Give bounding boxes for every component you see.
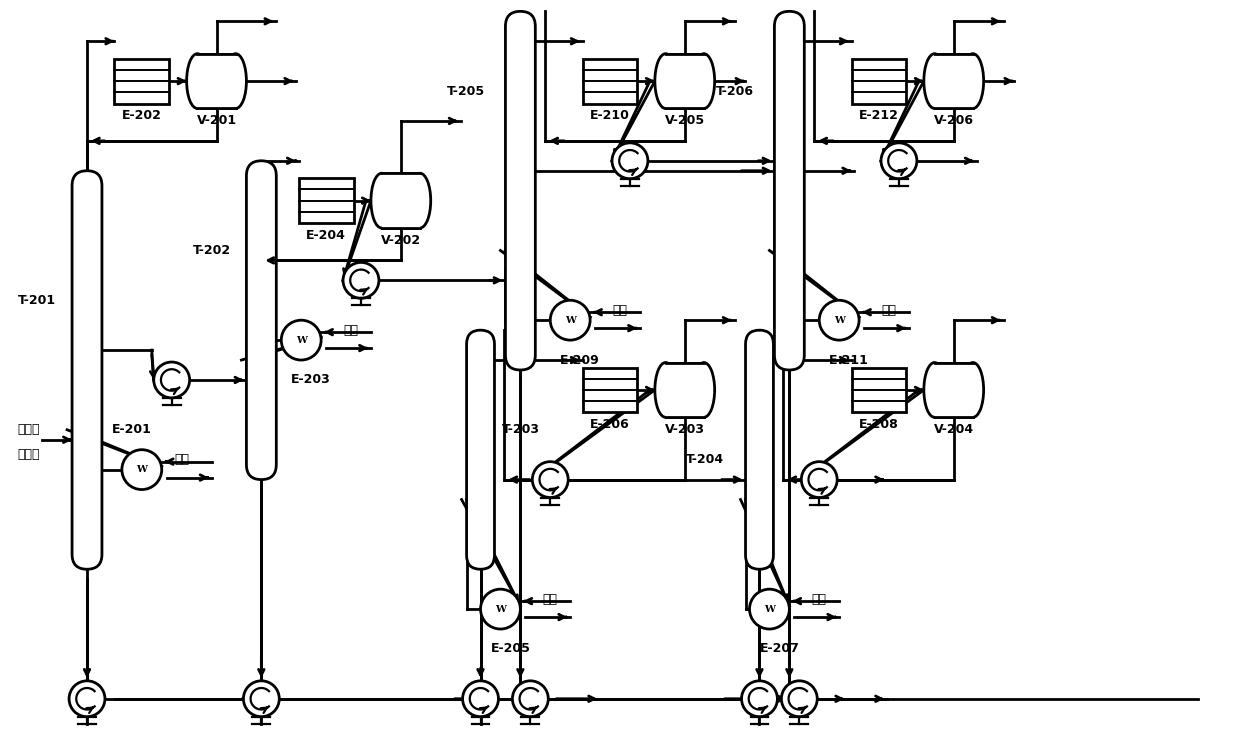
- Bar: [852, 368, 906, 412]
- Text: E-209: E-209: [560, 354, 600, 366]
- Ellipse shape: [924, 54, 945, 109]
- Bar: [382, 173, 420, 228]
- Text: 蒸汽: 蒸汽: [343, 323, 358, 337]
- FancyBboxPatch shape: [72, 171, 102, 569]
- Text: 蒸汽: 蒸汽: [543, 593, 558, 605]
- Ellipse shape: [962, 363, 983, 417]
- Ellipse shape: [655, 363, 676, 417]
- Ellipse shape: [693, 54, 714, 109]
- Ellipse shape: [187, 54, 208, 109]
- Text: E-202: E-202: [122, 110, 161, 122]
- Text: V-201: V-201: [196, 115, 237, 127]
- Text: E-206: E-206: [590, 418, 630, 431]
- Bar: [382, 174, 420, 227]
- Bar: [666, 54, 704, 109]
- Bar: [197, 54, 236, 108]
- Circle shape: [512, 681, 548, 717]
- Text: V-205: V-205: [665, 115, 704, 127]
- Bar: [666, 363, 704, 417]
- Circle shape: [532, 462, 568, 497]
- Text: E-208: E-208: [859, 418, 899, 431]
- Bar: [114, 58, 169, 104]
- Text: E-207: E-207: [759, 642, 800, 656]
- Bar: [583, 368, 637, 412]
- Circle shape: [781, 681, 817, 717]
- Ellipse shape: [962, 54, 983, 109]
- Text: T-201: T-201: [19, 294, 56, 307]
- Text: 蒸汽: 蒸汽: [174, 453, 190, 466]
- Ellipse shape: [409, 173, 430, 228]
- Circle shape: [749, 589, 790, 629]
- Bar: [935, 363, 973, 417]
- Circle shape: [880, 143, 916, 179]
- Text: 蒸汽: 蒸汽: [812, 593, 827, 605]
- FancyBboxPatch shape: [745, 330, 774, 569]
- Circle shape: [742, 681, 777, 717]
- Bar: [852, 58, 906, 104]
- FancyBboxPatch shape: [775, 11, 805, 370]
- Ellipse shape: [371, 173, 392, 228]
- Text: 萃取氯: 萃取氯: [17, 423, 40, 437]
- Text: T-205: T-205: [446, 84, 485, 98]
- Bar: [935, 54, 973, 109]
- Circle shape: [820, 300, 859, 340]
- Text: E-204: E-204: [306, 229, 346, 242]
- Circle shape: [69, 681, 105, 717]
- Circle shape: [463, 681, 498, 717]
- Text: E-201: E-201: [112, 423, 151, 437]
- Circle shape: [613, 143, 647, 179]
- Circle shape: [122, 450, 161, 490]
- Ellipse shape: [924, 363, 945, 417]
- Text: E-211: E-211: [830, 354, 869, 366]
- Text: W: W: [764, 605, 775, 613]
- Circle shape: [243, 681, 279, 717]
- Bar: [299, 178, 353, 223]
- Bar: [666, 363, 704, 417]
- Text: 蒸汽: 蒸汽: [613, 303, 627, 317]
- Circle shape: [801, 462, 837, 497]
- Text: W: W: [136, 465, 148, 474]
- Text: W: W: [495, 605, 506, 613]
- Bar: [935, 54, 973, 108]
- Bar: [935, 363, 973, 417]
- Ellipse shape: [655, 54, 676, 109]
- Text: E-210: E-210: [590, 110, 630, 122]
- Circle shape: [551, 300, 590, 340]
- Bar: [666, 54, 704, 108]
- Bar: [583, 58, 637, 104]
- Text: E-212: E-212: [859, 110, 899, 122]
- Text: V-203: V-203: [665, 423, 704, 437]
- FancyBboxPatch shape: [466, 330, 495, 569]
- Ellipse shape: [224, 54, 247, 109]
- Text: 丙烯相: 丙烯相: [17, 448, 40, 461]
- Text: 蒸汽: 蒸汽: [882, 303, 897, 317]
- Bar: [197, 54, 236, 109]
- FancyBboxPatch shape: [247, 161, 277, 480]
- Text: E-203: E-203: [291, 374, 331, 386]
- Text: T-202: T-202: [192, 244, 231, 257]
- Circle shape: [154, 362, 190, 398]
- Text: V-204: V-204: [934, 423, 973, 437]
- Text: W: W: [564, 316, 575, 325]
- Circle shape: [343, 263, 379, 298]
- Circle shape: [281, 320, 321, 360]
- Ellipse shape: [693, 363, 714, 417]
- Text: T-204: T-204: [686, 453, 724, 466]
- Text: V-206: V-206: [934, 115, 973, 127]
- Text: T-206: T-206: [715, 84, 754, 98]
- Text: W: W: [295, 336, 306, 345]
- Circle shape: [481, 589, 521, 629]
- Text: V-202: V-202: [381, 234, 420, 247]
- Text: E-205: E-205: [491, 642, 531, 656]
- Text: T-203: T-203: [501, 423, 539, 437]
- FancyBboxPatch shape: [506, 11, 536, 370]
- Text: W: W: [833, 316, 844, 325]
